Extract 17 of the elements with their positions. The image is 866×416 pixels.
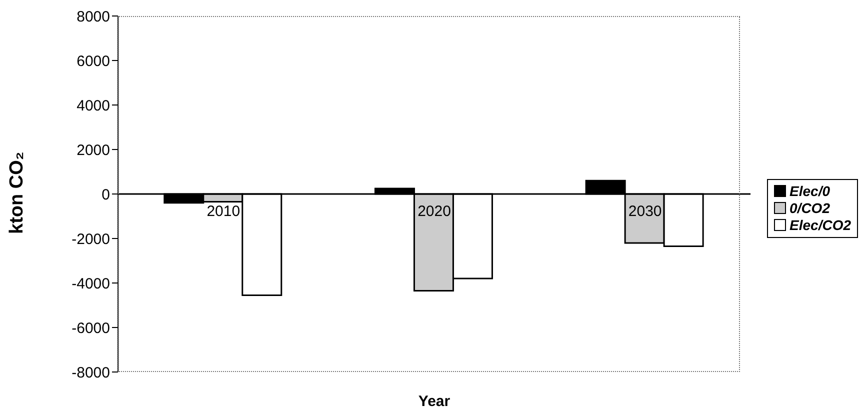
legend-label: 0/CO2	[790, 200, 830, 216]
y-tick-label: -2000	[72, 230, 110, 248]
y-tick-label: 2000	[76, 142, 110, 159]
y-tick-label: -6000	[72, 320, 110, 337]
x-axis-title: Year	[418, 393, 450, 410]
x-tick-label: 2030	[628, 203, 662, 220]
y-tick-label: 4000	[76, 97, 110, 114]
y-tick-label: -4000	[72, 275, 110, 292]
y-axis-title: kton CO₂	[6, 152, 28, 234]
y-tick-label: 6000	[76, 52, 110, 70]
y-tick-label: 0	[102, 186, 110, 204]
y-tick-label: -8000	[72, 364, 110, 382]
legend-label: Elec/0	[790, 182, 830, 200]
y-tick-label: 8000	[76, 8, 110, 26]
x-tick-label: 2010	[206, 203, 240, 220]
legend-label: Elec/CO2	[790, 216, 851, 234]
x-tick-label: 2020	[418, 203, 451, 220]
